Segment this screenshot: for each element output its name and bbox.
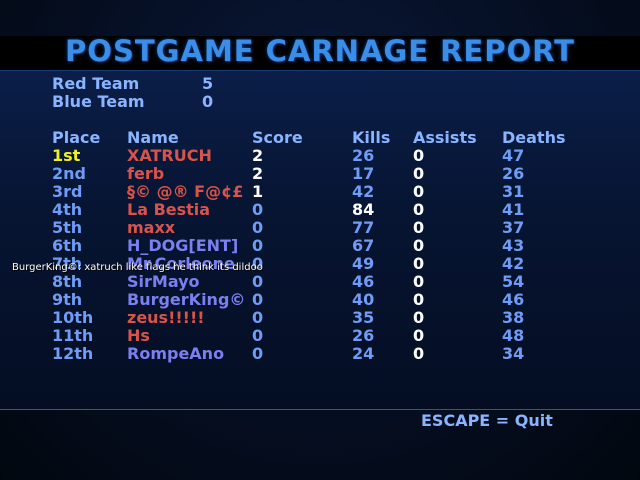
row-place: 11th (52, 326, 94, 345)
chat-message: BurgerKing©: xatruch like flags he think… (12, 262, 263, 273)
row-place: 12th (52, 344, 94, 363)
row-player-name: La Bestia (127, 200, 211, 219)
row-deaths: 42 (502, 254, 525, 273)
row-player-name: XATRUCH (127, 146, 212, 165)
row-place: 4th (52, 200, 83, 219)
header-place: Place (52, 128, 101, 147)
row-score: 0 (252, 272, 264, 291)
row-player-name: Hs (127, 326, 150, 345)
row-assists: 0 (413, 146, 425, 165)
row-place: 9th (52, 290, 83, 309)
row-score: 0 (252, 308, 264, 327)
scoreboard-panel: Red Team 5 Blue Team 0 Place Name Score … (0, 70, 640, 410)
row-player-name: §© @® F@¢£ (127, 182, 244, 201)
page-title: POSTGAME CARNAGE REPORT (65, 34, 575, 68)
row-deaths: 48 (502, 326, 525, 345)
row-assists: 0 (413, 182, 425, 201)
row-player-name: Mr.Corleone (127, 254, 235, 273)
row-assists: 0 (413, 326, 425, 345)
row-player-name: zeus!!!!! (127, 308, 205, 327)
row-score: 0 (252, 290, 264, 309)
row-player-name: ferb (127, 164, 165, 183)
row-assists: 0 (413, 344, 425, 363)
row-player-name: maxx (127, 218, 176, 237)
row-place: 2nd (52, 164, 86, 183)
quit-hint[interactable]: ESCAPE = Quit (421, 411, 553, 430)
team-score-red: 5 (202, 74, 214, 93)
row-assists: 0 (413, 236, 425, 255)
row-deaths: 41 (502, 200, 525, 219)
row-assists: 0 (413, 164, 425, 183)
row-player-name: H_DOG[ENT] (127, 236, 239, 255)
row-player-name: BurgerKing© (127, 290, 246, 309)
row-score: 2 (252, 146, 264, 165)
row-score: 1 (252, 182, 264, 201)
header-deaths: Deaths (502, 128, 566, 147)
team-label-blue: Blue Team (52, 92, 145, 111)
row-kills: 42 (352, 182, 375, 201)
row-kills: 84 (352, 200, 375, 219)
row-deaths: 54 (502, 272, 525, 291)
header-score: Score (252, 128, 303, 147)
row-kills: 49 (352, 254, 375, 273)
row-assists: 0 (413, 272, 425, 291)
row-score: 0 (252, 326, 264, 345)
row-score: 0 (252, 254, 264, 273)
row-deaths: 31 (502, 182, 525, 201)
row-assists: 0 (413, 290, 425, 309)
row-kills: 67 (352, 236, 375, 255)
header-assists: Assists (413, 128, 477, 147)
row-place: 5th (52, 218, 83, 237)
row-deaths: 46 (502, 290, 525, 309)
row-place: 6th (52, 236, 83, 255)
row-place: 3rd (52, 182, 83, 201)
row-score: 0 (252, 218, 264, 237)
row-deaths: 37 (502, 218, 525, 237)
header-name: Name (127, 128, 179, 147)
row-deaths: 26 (502, 164, 525, 183)
row-assists: 0 (413, 218, 425, 237)
row-player-name: RompeAno (127, 344, 225, 363)
row-kills: 17 (352, 164, 375, 183)
row-place: 7th (52, 254, 83, 273)
row-score: 0 (252, 344, 264, 363)
row-kills: 46 (352, 272, 375, 291)
row-score: 0 (252, 236, 264, 255)
row-place: 8th (52, 272, 83, 291)
row-kills: 77 (352, 218, 375, 237)
title-band (0, 36, 640, 70)
team-label-red: Red Team (52, 74, 140, 93)
row-deaths: 34 (502, 344, 525, 363)
row-assists: 0 (413, 308, 425, 327)
row-player-name: SirMayo (127, 272, 200, 291)
row-assists: 0 (413, 200, 425, 219)
team-score-blue: 0 (202, 92, 214, 111)
row-deaths: 43 (502, 236, 525, 255)
row-deaths: 38 (502, 308, 525, 327)
row-kills: 26 (352, 326, 375, 345)
row-kills: 24 (352, 344, 375, 363)
row-score: 0 (252, 200, 264, 219)
row-assists: 0 (413, 254, 425, 273)
row-deaths: 47 (502, 146, 525, 165)
row-kills: 26 (352, 146, 375, 165)
row-kills: 35 (352, 308, 375, 327)
row-place: 1st (52, 146, 81, 165)
header-kills: Kills (352, 128, 391, 147)
row-kills: 40 (352, 290, 375, 309)
row-place: 10th (52, 308, 94, 327)
row-score: 2 (252, 164, 264, 183)
